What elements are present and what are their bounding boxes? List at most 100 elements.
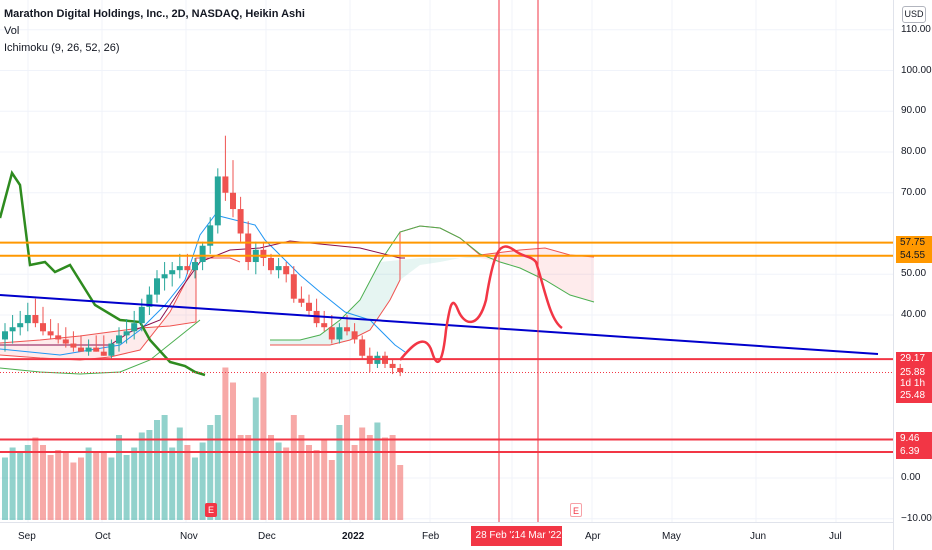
time-axis-label: Oct	[95, 531, 111, 542]
time-axis-label: May	[662, 531, 681, 542]
time-axis-label: 2022	[342, 531, 365, 542]
volume-bar	[24, 445, 31, 520]
volume-bar	[237, 435, 244, 520]
volume-bar	[55, 450, 62, 520]
price-tag: 25.48	[896, 389, 932, 404]
candle-body	[328, 327, 335, 340]
volume-bar	[161, 415, 168, 520]
time-axis-label: Jun	[750, 531, 767, 542]
candle-body	[321, 323, 328, 328]
time-axis-label: Dec	[258, 531, 276, 542]
volume-bar	[169, 447, 176, 520]
ichimoku-indicator-label[interactable]: Ichimoku (9, 26, 52, 26)	[4, 42, 120, 54]
earnings-badge[interactable]: E	[205, 503, 217, 517]
date-marker-label: 28 Feb '22	[471, 526, 527, 546]
candle-body	[2, 331, 8, 340]
candle-body	[237, 209, 244, 234]
time-axis-label: Sep	[18, 531, 36, 542]
volume-bar	[108, 457, 115, 520]
price-tag: 6.39	[896, 444, 932, 459]
candle-body	[199, 245, 206, 263]
candle-body	[131, 323, 138, 332]
candle-body	[192, 262, 198, 271]
candle-body	[290, 274, 297, 299]
volume-bar	[290, 415, 297, 520]
chart-legend[interactable]: Marathon Digital Holdings, Inc., 2D, NAS…	[4, 6, 305, 57]
volume-bar	[176, 427, 183, 520]
bullish-cloud	[270, 255, 480, 345]
candle-body	[306, 302, 312, 311]
candle-body	[161, 274, 168, 279]
volume-indicator-label[interactable]: Vol	[4, 25, 20, 37]
symbol-title[interactable]: Marathon Digital Holdings, Inc., 2D, NAS…	[4, 8, 305, 20]
currency-button[interactable]: USD	[902, 6, 926, 23]
volume-bar	[313, 450, 320, 520]
volume-bar	[321, 440, 328, 520]
price-axis-label: 0.00	[901, 472, 921, 483]
candle-body	[336, 327, 343, 340]
candle-body	[207, 225, 214, 246]
price-tag: 29.17	[896, 352, 932, 367]
candle-body	[93, 347, 100, 352]
volume-bar	[138, 432, 145, 520]
volume-bar	[85, 447, 92, 520]
candle-body	[389, 363, 396, 368]
volume-bar	[131, 447, 138, 520]
candle-body	[100, 351, 107, 356]
cloud-edge	[0, 319, 201, 375]
volume-bar	[359, 427, 366, 520]
volume-bar	[9, 447, 16, 520]
volume-bar	[382, 437, 388, 520]
candle-body	[9, 327, 16, 332]
volume-bar	[154, 420, 160, 520]
time-axis-label: Jul	[829, 531, 842, 542]
volume-bar	[40, 445, 46, 520]
price-axis-label: 80.00	[901, 146, 927, 157]
candle-body	[146, 294, 153, 307]
volume-bar	[78, 457, 84, 520]
candle-body	[351, 331, 358, 340]
candle-body	[55, 335, 62, 340]
leading-span-b	[0, 261, 197, 361]
volume-bar	[184, 445, 191, 520]
price-axis-label: 50.00	[901, 268, 927, 280]
candle-body	[138, 306, 145, 324]
volume-bar	[116, 435, 122, 520]
price-axis-label: 70.00	[901, 186, 927, 198]
time-axis-label: Nov	[180, 531, 198, 542]
candle-body	[70, 343, 77, 348]
time-axis-label: Feb	[422, 531, 440, 542]
candle-body	[123, 331, 130, 336]
volume-bar	[283, 447, 290, 520]
volume-bar	[100, 452, 107, 520]
volume-bar	[328, 460, 335, 520]
volume-bar	[47, 455, 54, 520]
volume-bar	[336, 425, 343, 520]
volume-bar	[32, 437, 39, 520]
volume-bar	[260, 372, 267, 520]
price-axis-label: −10.00	[901, 512, 932, 524]
earnings-badge[interactable]: E	[570, 503, 582, 517]
candle-body	[214, 176, 221, 226]
price-axis-label: 110.00	[901, 23, 931, 35]
candle-body	[359, 339, 366, 356]
volume-bar	[222, 367, 229, 520]
price-axis-label: 40.00	[901, 309, 927, 320]
volume-bar	[245, 435, 252, 520]
candle-body	[40, 323, 46, 332]
candle-body	[24, 315, 31, 324]
volume-bar	[93, 452, 100, 520]
volume-bar	[275, 442, 282, 520]
volume-bar	[70, 462, 77, 520]
price-tag: 9.46	[896, 432, 932, 447]
candles	[2, 135, 404, 377]
volume-bar	[268, 435, 274, 520]
volume-bar	[146, 430, 153, 520]
volume-bar	[366, 435, 373, 520]
bearish-cloud-future	[480, 248, 594, 302]
volume-bar	[298, 435, 305, 520]
candle-body	[108, 343, 115, 356]
price-axis-label: 100.00	[901, 64, 932, 76]
price-tag: 25.88	[896, 365, 932, 380]
